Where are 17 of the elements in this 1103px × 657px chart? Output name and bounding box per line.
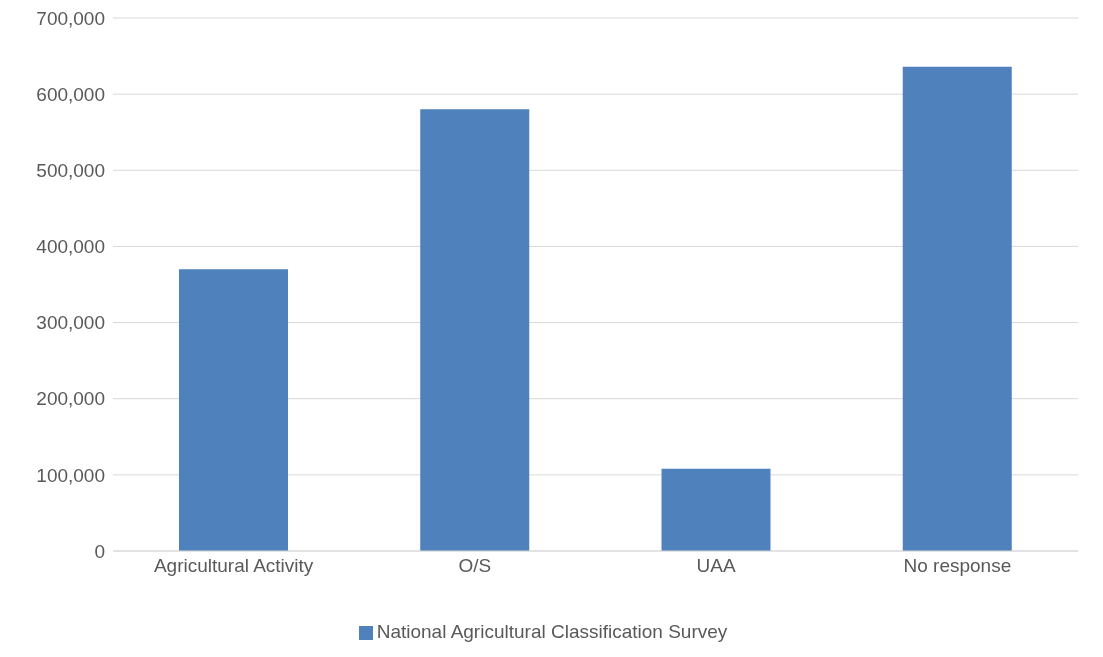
x-tick-label: O/S bbox=[458, 555, 492, 577]
x-tick-label: No response bbox=[903, 555, 1012, 577]
y-tick-label: 300,000 bbox=[36, 312, 105, 334]
bar bbox=[420, 109, 530, 551]
y-tick-label: 200,000 bbox=[36, 388, 105, 410]
x-tick-label: UAA bbox=[696, 555, 736, 577]
y-tick-label: 500,000 bbox=[36, 160, 105, 182]
bar bbox=[179, 269, 288, 551]
y-tick-label: 100,000 bbox=[36, 464, 105, 486]
bar bbox=[902, 66, 1012, 551]
legend-label: National Agricultural Classification Survey bbox=[376, 621, 728, 642]
y-tick-label: 400,000 bbox=[36, 236, 105, 258]
y-tick-label: 700,000 bbox=[36, 7, 105, 29]
y-tick-label: 0 bbox=[94, 540, 105, 562]
bar bbox=[661, 468, 771, 551]
y-tick-label: 600,000 bbox=[36, 83, 105, 105]
x-tick-label: Agricultural Activity bbox=[153, 555, 314, 577]
